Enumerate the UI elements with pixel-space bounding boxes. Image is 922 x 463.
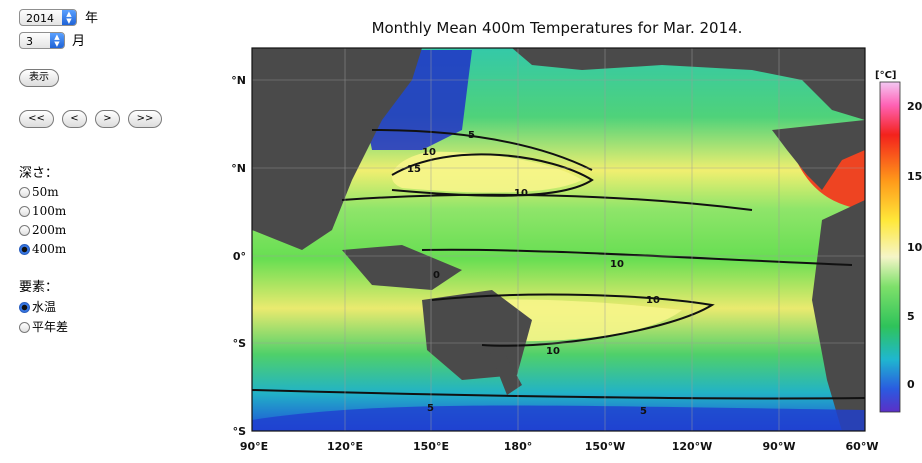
- x-tick-label: 150°W: [585, 440, 626, 453]
- colorbar-tick: 5: [907, 310, 915, 323]
- colorbar-unit: [°C]: [875, 70, 896, 81]
- month-label: 月: [72, 34, 86, 49]
- contour-label: 10: [646, 295, 660, 306]
- colorbar-tick: 20: [907, 100, 922, 113]
- x-tick-label: 180°: [504, 440, 532, 453]
- chart-title: Monthly Mean 400m Temperatures for Mar. …: [371, 19, 743, 37]
- colorbar-tick: 15: [907, 170, 922, 183]
- month-stepper-icon: ▲ ▼: [50, 33, 64, 48]
- radio-icon: [19, 187, 30, 198]
- x-tick-label: 120°E: [327, 440, 363, 453]
- contour-label: 0: [433, 270, 440, 281]
- radio-selected-icon: [19, 244, 30, 255]
- depth-option-100m[interactable]: 100m: [19, 204, 66, 218]
- southern-ocean-cold: [252, 405, 865, 431]
- year-label: 年: [85, 11, 99, 26]
- colorbar-tick: 0: [907, 378, 915, 391]
- y-tick-label: 60°N: [232, 74, 246, 87]
- element-option-temperature[interactable]: 水温: [19, 300, 56, 314]
- map-frame: [251, 47, 866, 432]
- new-zealand: [490, 345, 522, 395]
- graticule: [252, 48, 865, 431]
- contour-label: 5: [468, 130, 475, 141]
- contour-5-south: [252, 389, 865, 400]
- contour-10-south: [431, 293, 715, 347]
- x-tick-label: 120°W: [672, 440, 713, 453]
- prev-button[interactable]: <: [62, 110, 87, 128]
- month-value: 3: [26, 35, 33, 48]
- contour-label: 5: [640, 406, 647, 417]
- depth-heading: 深さ：: [19, 166, 59, 181]
- x-tick-label: 150°E: [413, 440, 449, 453]
- colorbar: [879, 81, 901, 413]
- asia-landmass: [252, 48, 422, 250]
- year-stepper-icon: ▲ ▼: [62, 10, 76, 25]
- next-button[interactable]: >: [95, 110, 120, 128]
- element-option-anomaly[interactable]: 平年差: [19, 320, 68, 334]
- control-panel: 2014 ▲ ▼ 年 3 ▲ ▼ 月 表示 << < > >> 深さ： 50m 10…: [0, 0, 230, 463]
- y-tick-label: 30°S: [232, 337, 246, 350]
- radio-icon: [19, 206, 30, 217]
- contour-label: 10: [546, 346, 560, 357]
- depth-option-400m[interactable]: 400m: [19, 242, 66, 256]
- year-select[interactable]: 2014 ▲ ▼: [19, 9, 77, 26]
- map-svg: 5 10 15 10 10 0 10 10 5 5 60°N 30°N 0° 3…: [232, 47, 922, 453]
- south-america: [812, 200, 865, 431]
- element-heading: 要素：: [19, 280, 59, 295]
- central-america: [772, 120, 865, 190]
- show-button[interactable]: 表示: [19, 69, 59, 87]
- contour-label: 10: [610, 259, 624, 270]
- x-tick-label: 90°E: [240, 440, 268, 453]
- north-america-alaska: [512, 48, 865, 120]
- warm-pool-north: [391, 151, 582, 193]
- depth-option-200m[interactable]: 200m: [19, 223, 66, 237]
- radio-icon: [19, 225, 30, 236]
- contour-label: 10: [514, 188, 528, 199]
- radio-selected-icon: [19, 302, 30, 313]
- depth-option-50m[interactable]: 50m: [19, 185, 59, 199]
- radio-icon: [19, 322, 30, 333]
- x-tick-label: 90°W: [763, 440, 796, 453]
- temperature-map: Monthly Mean 400m Temperatures for Mar. …: [232, 0, 922, 463]
- contour-label: 5: [427, 403, 434, 414]
- year-value: 2014: [26, 12, 54, 25]
- first-button[interactable]: <<: [19, 110, 54, 128]
- y-tick-label: 60°S: [232, 425, 246, 438]
- contour-5-north: [371, 129, 593, 171]
- contour-label: 15: [407, 164, 421, 175]
- x-tick-label: 60°W: [846, 440, 879, 453]
- y-tick-label: 30°N: [232, 162, 246, 175]
- contour-10-north: [341, 193, 753, 211]
- y-tick-label: 0°: [233, 250, 246, 263]
- contour-10-equator: [421, 248, 853, 266]
- last-button[interactable]: >>: [128, 110, 162, 128]
- colorbar-tick: 10: [907, 241, 922, 254]
- month-select[interactable]: 3 ▲ ▼: [19, 32, 65, 49]
- contour-label: 10: [422, 147, 436, 158]
